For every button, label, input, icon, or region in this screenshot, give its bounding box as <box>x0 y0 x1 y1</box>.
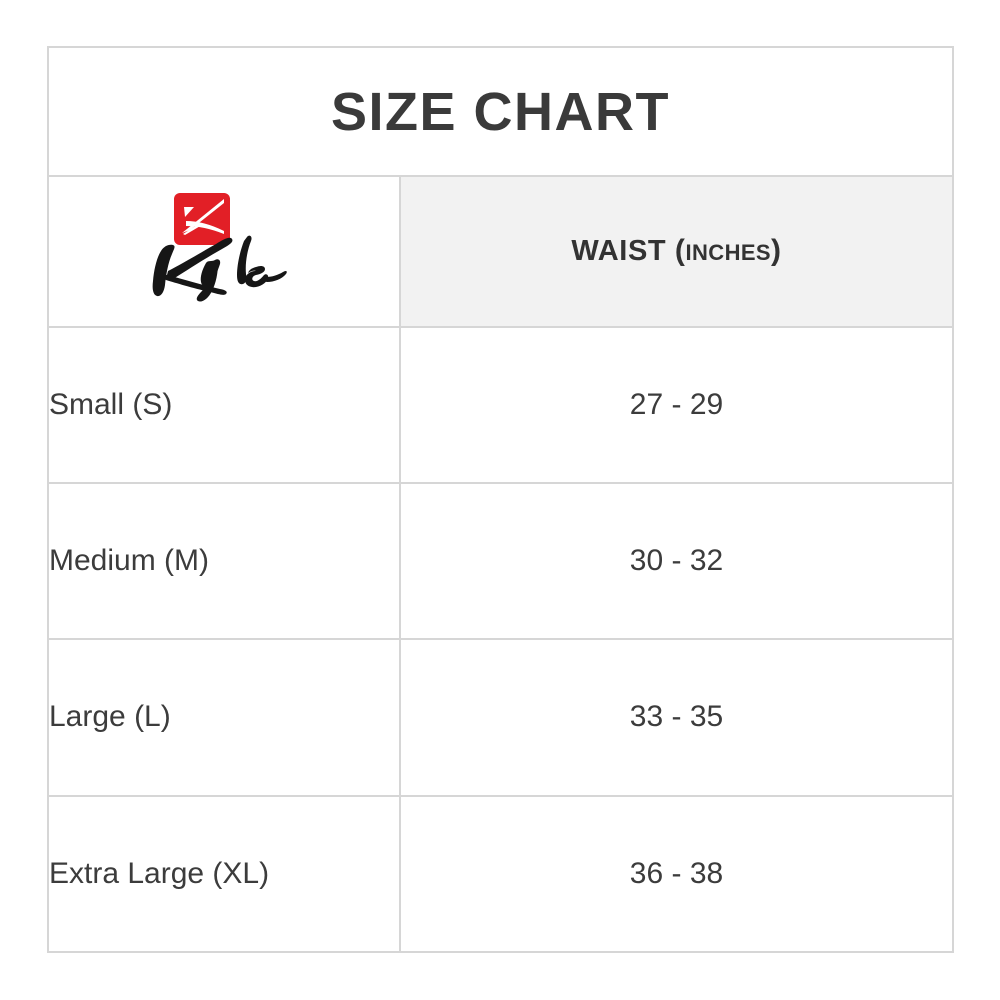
waist-label: WAIST <box>571 235 667 268</box>
unit-text: INCHES <box>685 240 772 266</box>
size-name-cell: Extra Large (XL) <box>47 794 401 954</box>
size-label: Medium (M) <box>49 544 210 578</box>
table-row: Small (S) 27 - 29 <box>47 325 954 484</box>
waist-value-cell: 27 - 29 <box>399 325 954 484</box>
size-chart-table: SIZE CHART <box>47 45 954 954</box>
size-label: Large (L) <box>49 700 171 734</box>
size-label: Extra Large (XL) <box>49 856 270 890</box>
waist-value: 30 - 32 <box>629 544 724 578</box>
table-row: Extra Large (XL) 36 - 38 <box>47 794 954 954</box>
brand-logo-cell <box>47 175 401 328</box>
brand-logo <box>144 192 304 305</box>
table-row: Medium (M) 30 - 32 <box>47 481 954 641</box>
waist-value-cell: 30 - 32 <box>399 481 954 641</box>
title-cell: SIZE CHART <box>47 45 954 178</box>
brand-wordmark <box>144 227 304 305</box>
unit-open-paren: ( <box>674 234 686 268</box>
size-name-cell: Small (S) <box>47 325 401 484</box>
table-header-row: WAIST (INCHES) <box>47 175 954 328</box>
column-header-waist: WAIST (INCHES) <box>399 175 954 328</box>
size-name-cell: Medium (M) <box>47 481 401 641</box>
title-row: SIZE CHART <box>47 45 954 178</box>
waist-value: 27 - 29 <box>629 387 724 421</box>
page-title: SIZE CHART <box>331 81 670 142</box>
waist-value: 33 - 35 <box>629 700 724 734</box>
kyle-logo-mark-icon <box>174 192 230 245</box>
waist-value-cell: 36 - 38 <box>399 794 954 954</box>
size-name-cell: Large (L) <box>47 638 401 797</box>
size-label: Small (S) <box>49 387 173 421</box>
waist-value: 36 - 38 <box>629 856 724 890</box>
column-header-waist-text: WAIST (INCHES) <box>571 234 782 268</box>
table-row: Large (L) 33 - 35 <box>47 638 954 797</box>
waist-value-cell: 33 - 35 <box>399 638 954 797</box>
unit-close-paren: ) <box>771 234 782 268</box>
